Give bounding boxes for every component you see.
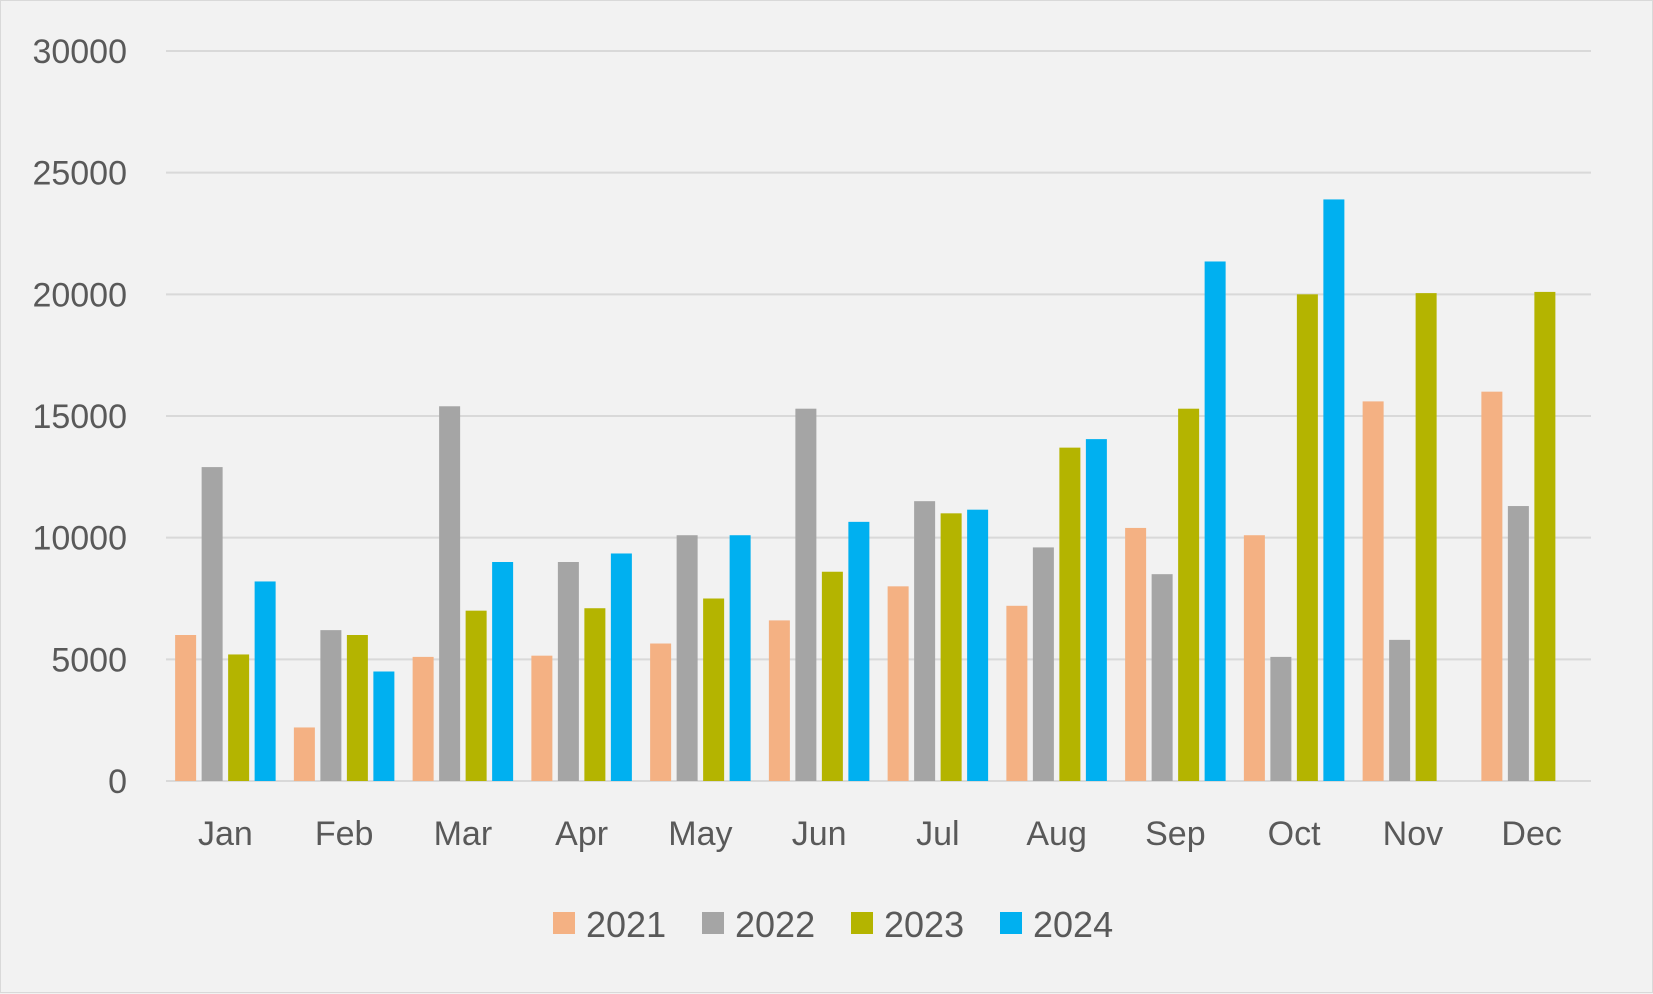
bar-2022-feb: [320, 630, 342, 781]
x-tick-label: Apr: [555, 815, 608, 853]
bar-2024-jul: [967, 509, 989, 781]
bar-2022-may: [676, 535, 698, 781]
bar-2023-apr: [584, 608, 606, 781]
legend-swatch-2023: [851, 912, 873, 934]
bar-2022-oct: [1270, 656, 1292, 781]
bar-2021-jun: [768, 620, 790, 781]
x-tick-label: Nov: [1383, 815, 1443, 853]
bar-2023-aug: [1059, 447, 1081, 781]
bar-2022-nov: [1389, 639, 1411, 781]
bar-2023-jan: [228, 654, 250, 781]
bar-2021-feb: [293, 727, 315, 781]
legend-label-2024: 2024: [1033, 904, 1113, 945]
bar-2022-mar: [439, 406, 461, 781]
x-axis: Jan Feb Mar Apr May Jun Jul Aug Sep Oct Nov Dec: [198, 815, 1562, 853]
bar-2021-nov: [1362, 401, 1384, 781]
x-tick-label: Jun: [792, 815, 847, 853]
y-tick-label: 15000: [32, 398, 127, 436]
bar-2022-sep: [1151, 574, 1173, 781]
bar-2022-jan: [201, 467, 223, 781]
x-tick-label: Mar: [434, 815, 493, 853]
bar-2021-jul: [887, 586, 909, 781]
bar-2022-aug: [1032, 547, 1054, 781]
y-tick-label: 25000: [32, 155, 127, 193]
legend-swatch-2021: [553, 912, 575, 934]
legend-label-2021: 2021: [586, 904, 666, 945]
bar-2024-jun: [848, 521, 870, 781]
bar-2023-may: [703, 598, 725, 781]
bar-2023-oct: [1296, 294, 1318, 781]
bar-2021-jan: [175, 635, 197, 781]
x-tick-label: Aug: [1026, 815, 1087, 853]
legend-swatch-2022: [702, 912, 724, 934]
bar-2021-dec: [1481, 391, 1503, 781]
bar-2021-oct: [1243, 535, 1265, 781]
legend: 2021 2022 2023 2024: [553, 904, 1113, 945]
y-tick-label: 30000: [32, 33, 127, 71]
y-tick-label: 0: [108, 763, 127, 801]
bar-2021-mar: [412, 656, 434, 781]
bar-2021-apr: [531, 655, 553, 781]
bar-2022-dec: [1507, 506, 1529, 781]
x-tick-label: Jul: [916, 815, 959, 853]
x-tick-label: Dec: [1501, 815, 1561, 853]
x-tick-label: Oct: [1268, 815, 1321, 853]
x-tick-label: May: [668, 815, 732, 853]
y-tick-label: 20000: [32, 276, 127, 314]
bar-2024-may: [729, 535, 751, 781]
x-tick-label: Jan: [198, 815, 253, 853]
legend-swatch-2024: [1000, 912, 1022, 934]
bar-2021-aug: [1006, 605, 1028, 781]
x-tick-label: Sep: [1145, 815, 1206, 853]
bar-2022-jun: [795, 408, 817, 781]
bar-2024-apr: [610, 553, 632, 781]
gridlines: [166, 50, 1591, 782]
bar-2023-mar: [465, 610, 487, 781]
bars: [175, 199, 1556, 781]
bar-2023-feb: [346, 635, 368, 781]
bar-2021-may: [650, 643, 672, 781]
y-axis: 0 5000 10000 15000 20000 25000 30000: [32, 33, 127, 801]
bar-2023-dec: [1534, 291, 1556, 781]
bar-2023-nov: [1415, 293, 1437, 781]
bar-2023-jun: [821, 571, 843, 781]
bar-2024-oct: [1323, 199, 1345, 781]
bar-2022-apr: [557, 562, 579, 781]
bar-2024-sep: [1204, 261, 1226, 781]
bar-2024-mar: [492, 562, 514, 781]
bar-2021-sep: [1125, 527, 1147, 781]
bar-2023-sep: [1178, 408, 1200, 781]
x-tick-label: Feb: [315, 815, 374, 853]
bar-2024-feb: [373, 671, 395, 781]
bar-2022-jul: [914, 501, 936, 781]
y-tick-label: 5000: [51, 641, 127, 679]
bar-2024-jan: [254, 581, 276, 781]
y-tick-label: 10000: [32, 520, 127, 558]
legend-label-2023: 2023: [884, 904, 964, 945]
bar-2023-jul: [940, 513, 962, 781]
bar-2024-aug: [1085, 439, 1107, 781]
legend-label-2022: 2022: [735, 904, 815, 945]
